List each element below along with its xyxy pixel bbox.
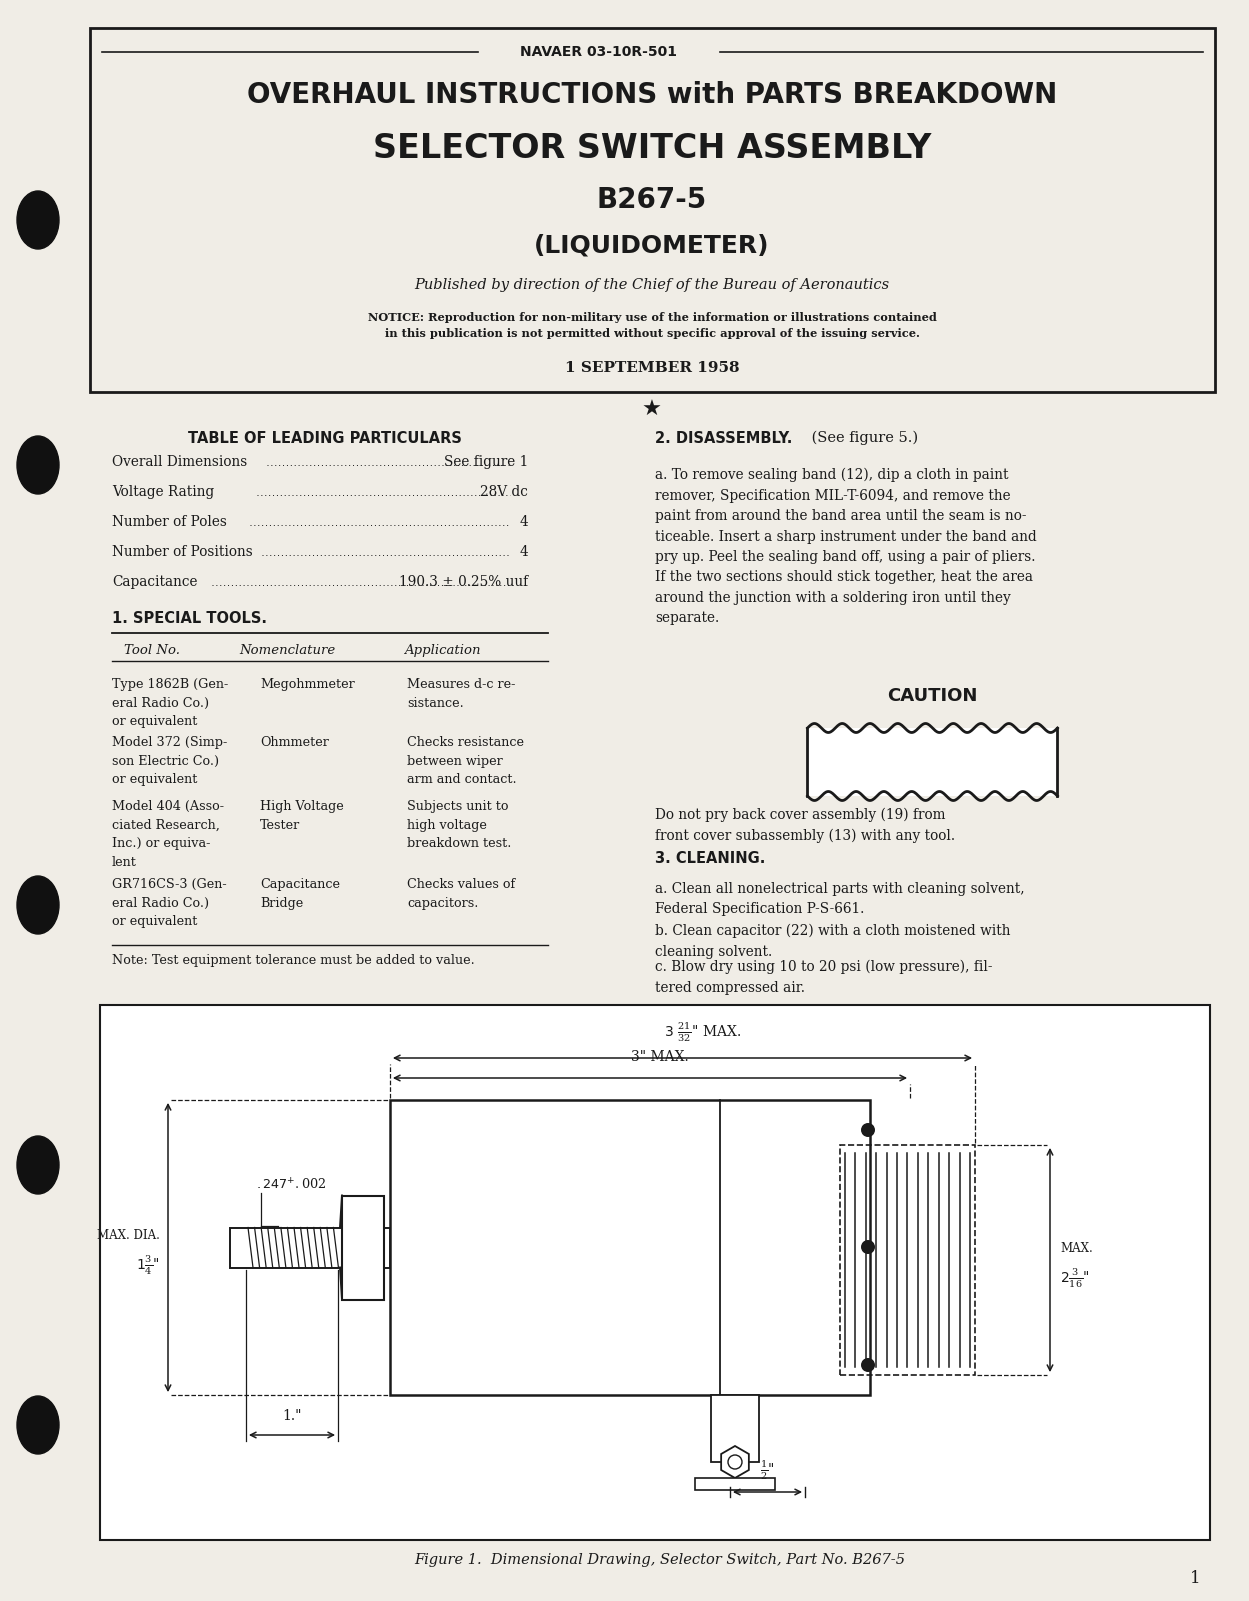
Text: High Voltage
Tester: High Voltage Tester: [260, 800, 343, 831]
Text: (See figure 5.): (See figure 5.): [807, 431, 918, 445]
Text: Number of Positions: Number of Positions: [112, 544, 252, 559]
Text: Capacitance: Capacitance: [112, 575, 197, 589]
Text: c. Blow dry using 10 to 20 psi (low pressure), fil-
tered compressed air.: c. Blow dry using 10 to 20 psi (low pres…: [654, 961, 993, 994]
Text: $.247\mathregular{^{+}.002}$: $.247\mathregular{^{+}.002}$: [256, 1177, 326, 1193]
Text: Tool No.: Tool No.: [124, 644, 180, 656]
Text: 28V dc: 28V dc: [480, 485, 528, 500]
Text: Model 372 (Simp-
son Electric Co.)
or equivalent: Model 372 (Simp- son Electric Co.) or eq…: [112, 736, 227, 786]
Text: Type 1862B (Gen-
eral Radio Co.)
or equivalent: Type 1862B (Gen- eral Radio Co.) or equi…: [112, 677, 229, 728]
Bar: [694, 1478, 774, 1491]
Text: a. Clean all nonelectrical parts with cleaning solvent,
Federal Specification P-: a. Clean all nonelectrical parts with cl…: [654, 882, 1024, 916]
Text: NOTICE: Reproduction for non-military use of the information or illustrations co: NOTICE: Reproduction for non-military us…: [367, 312, 937, 322]
Text: $1\mathregular{\frac{3}{4}}$": $1\mathregular{\frac{3}{4}}$": [136, 1254, 160, 1278]
Text: 1 SEPTEMBER 1958: 1 SEPTEMBER 1958: [565, 360, 739, 375]
Text: CAUTION: CAUTION: [887, 687, 978, 704]
Ellipse shape: [17, 191, 59, 250]
Bar: [342, 1196, 383, 1300]
Circle shape: [861, 1122, 876, 1137]
Text: a. To remove sealing band (12), dip a cloth in paint
remover, Specification MIL-: a. To remove sealing band (12), dip a cl…: [654, 467, 1037, 624]
Text: Capacitance
Bridge: Capacitance Bridge: [260, 877, 340, 909]
Text: ★: ★: [642, 400, 662, 419]
Ellipse shape: [17, 1396, 59, 1454]
Text: MAX.: MAX.: [1060, 1241, 1093, 1255]
Text: b. Clean capacitor (22) with a cloth moistened with
cleaning solvent.: b. Clean capacitor (22) with a cloth moi…: [654, 924, 1010, 959]
Text: Model 404 (Asso-
ciated Research,
Inc.) or equiva-
lent: Model 404 (Asso- ciated Research, Inc.) …: [112, 800, 224, 868]
Text: $2\mathregular{\frac{3}{16}}$": $2\mathregular{\frac{3}{16}}$": [1060, 1266, 1090, 1290]
Text: TABLE OF LEADING PARTICULARS: TABLE OF LEADING PARTICULARS: [189, 431, 462, 445]
Text: B267-5: B267-5: [597, 186, 707, 215]
Text: Megohmmeter: Megohmmeter: [260, 677, 355, 692]
Ellipse shape: [17, 1137, 59, 1194]
Text: NAVAER 03-10R-501: NAVAER 03-10R-501: [521, 45, 677, 59]
Text: Note: Test equipment tolerance must be added to value.: Note: Test equipment tolerance must be a…: [112, 954, 475, 967]
Text: MAX. DIA.: MAX. DIA.: [97, 1230, 160, 1242]
Text: 3. CLEANING.: 3. CLEANING.: [654, 850, 766, 866]
Bar: [711, 1394, 759, 1462]
Bar: [230, 1228, 390, 1268]
Text: Figure 1.  Dimensional Drawing, Selector Switch, Part No. B267-5: Figure 1. Dimensional Drawing, Selector …: [415, 1553, 906, 1567]
Text: 2. DISASSEMBLY.: 2. DISASSEMBLY.: [654, 431, 792, 445]
Bar: [90, 27, 1215, 392]
Ellipse shape: [17, 876, 59, 933]
Bar: [390, 1100, 871, 1394]
Text: See figure 1: See figure 1: [443, 455, 528, 469]
Text: Number of Poles: Number of Poles: [112, 516, 227, 528]
Text: Measures d-c re-
sistance.: Measures d-c re- sistance.: [407, 677, 516, 709]
Text: 4: 4: [520, 544, 528, 559]
Text: Nomenclature: Nomenclature: [239, 644, 335, 656]
Ellipse shape: [17, 435, 59, 495]
Text: 3" MAX.: 3" MAX.: [631, 1050, 689, 1065]
Text: 1.": 1.": [282, 1409, 302, 1423]
Text: 190.3 ± 0.25% uuf: 190.3 ± 0.25% uuf: [398, 575, 528, 589]
Circle shape: [861, 1358, 876, 1372]
Text: Checks resistance
between wiper
arm and contact.: Checks resistance between wiper arm and …: [407, 736, 525, 786]
Text: Published by direction of the Chief of the Bureau of Aeronautics: Published by direction of the Chief of t…: [415, 279, 889, 291]
Text: 1. SPECIAL TOOLS.: 1. SPECIAL TOOLS.: [112, 610, 267, 626]
Bar: [808, 728, 1058, 796]
Text: Application: Application: [403, 644, 481, 656]
Text: Ohmmeter: Ohmmeter: [260, 736, 328, 749]
Text: Voltage Rating: Voltage Rating: [112, 485, 215, 500]
Text: (LIQUIDOMETER): (LIQUIDOMETER): [535, 234, 769, 258]
Text: OVERHAUL INSTRUCTIONS with PARTS BREAKDOWN: OVERHAUL INSTRUCTIONS with PARTS BREAKDO…: [247, 82, 1057, 109]
Text: Overall Dimensions: Overall Dimensions: [112, 455, 247, 469]
Text: Do not pry back cover assembly (19) from
front cover subassembly (13) with any t: Do not pry back cover assembly (19) from…: [654, 809, 955, 844]
Text: GR716CS-3 (Gen-
eral Radio Co.)
or equivalent: GR716CS-3 (Gen- eral Radio Co.) or equiv…: [112, 877, 226, 929]
Circle shape: [861, 1241, 876, 1254]
Text: $3\ \mathregular{\frac{21}{32}}$" MAX.: $3\ \mathregular{\frac{21}{32}}$" MAX.: [663, 1020, 741, 1044]
Text: SELECTOR SWITCH ASSEMBLY: SELECTOR SWITCH ASSEMBLY: [372, 131, 932, 165]
Text: Checks values of
capacitors.: Checks values of capacitors.: [407, 877, 516, 909]
Text: Subjects unit to
high voltage
breakdown test.: Subjects unit to high voltage breakdown …: [407, 800, 511, 850]
Text: in this publication is not permitted without specific approval of the issuing se: in this publication is not permitted wit…: [385, 328, 919, 338]
Bar: [841, 1145, 975, 1375]
Text: 4: 4: [520, 516, 528, 528]
Bar: [100, 1005, 1210, 1540]
Text: 1: 1: [1190, 1569, 1200, 1587]
Text: $\mathregular{\frac{1}{2}}$": $\mathregular{\frac{1}{2}}$": [761, 1459, 774, 1483]
